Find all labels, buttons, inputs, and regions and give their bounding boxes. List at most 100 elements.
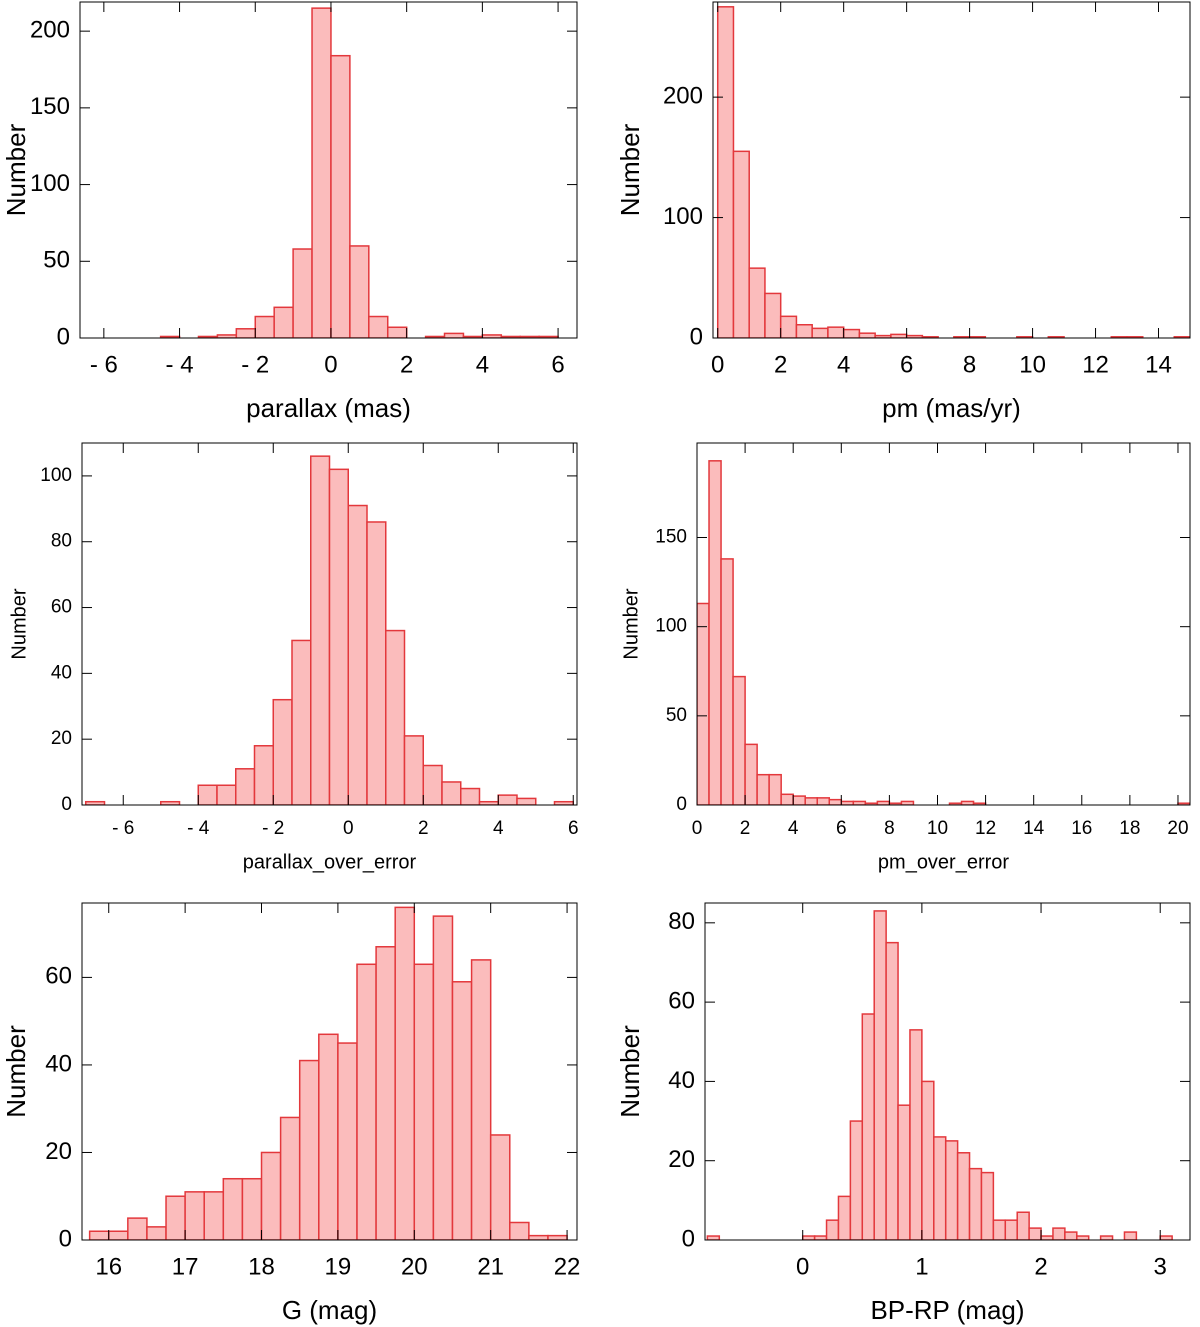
bar bbox=[768, 773, 782, 805]
bars bbox=[697, 460, 1190, 805]
bar bbox=[460, 787, 481, 805]
x-tick-label: 18 bbox=[248, 1253, 275, 1280]
x-tick-label: 6 bbox=[551, 351, 564, 378]
x-tick-label: 14 bbox=[1023, 818, 1045, 839]
bar bbox=[310, 455, 331, 805]
bar bbox=[1123, 1231, 1138, 1240]
bar bbox=[366, 521, 387, 805]
y-tick-label: 50 bbox=[43, 247, 70, 274]
x-tick-label: 2 bbox=[418, 818, 429, 839]
x-tick-label: - 2 bbox=[262, 818, 284, 839]
bar bbox=[921, 1080, 935, 1240]
y-tick-label: 60 bbox=[51, 597, 72, 618]
bar bbox=[780, 793, 794, 805]
y-tick-label: 60 bbox=[45, 963, 72, 990]
bar bbox=[980, 1171, 995, 1240]
y-tick-label: 40 bbox=[45, 1050, 72, 1077]
plot-frame bbox=[696, 442, 1191, 806]
x-tick-label: 17 bbox=[172, 1253, 199, 1280]
bar bbox=[184, 1191, 205, 1240]
x-tick-label: 2 bbox=[400, 351, 413, 378]
bar bbox=[706, 1235, 721, 1240]
x-tick-label: 4 bbox=[476, 351, 489, 378]
y-tick-label: 150 bbox=[655, 527, 687, 548]
plot-frame bbox=[81, 902, 578, 1241]
bar bbox=[944, 1140, 959, 1240]
y-tick-label: 80 bbox=[51, 531, 72, 552]
x-tick-label: 22 bbox=[554, 1253, 581, 1280]
x-tick-label: 20 bbox=[1167, 818, 1188, 839]
bar bbox=[1064, 1231, 1078, 1240]
bar bbox=[732, 675, 746, 805]
bar bbox=[272, 698, 293, 805]
bar bbox=[386, 326, 408, 338]
y-tick-label: 200 bbox=[663, 82, 703, 109]
bar bbox=[897, 1104, 911, 1240]
bar bbox=[385, 629, 406, 805]
bar bbox=[716, 6, 735, 338]
bar bbox=[311, 7, 332, 338]
bar bbox=[825, 1219, 840, 1240]
bar bbox=[873, 910, 887, 1240]
bar bbox=[813, 1235, 828, 1240]
panel: - 6- 4- 2 0 2 4 6020406080100parallax_over_e… bbox=[8, 442, 579, 873]
bar bbox=[330, 54, 351, 338]
x-axis-label: parallax_over_error bbox=[243, 851, 417, 873]
plot-frame bbox=[79, 1, 578, 339]
x-tick-label: - 6 bbox=[90, 351, 118, 378]
bar bbox=[235, 328, 257, 338]
bar bbox=[1159, 1235, 1173, 1240]
x-tick-label: 19 bbox=[325, 1253, 352, 1280]
x-tick-label: 0 bbox=[692, 818, 703, 839]
x-tick-label: 8 bbox=[963, 351, 976, 378]
bar bbox=[235, 768, 256, 805]
bar bbox=[422, 764, 443, 805]
panel: - 6 - 4 - 2 0 2 4 6 0 50 100 150 200 parallax (mas) N… bbox=[1, 1, 578, 423]
y-tick-label: 150 bbox=[30, 93, 70, 120]
x-tick-label: 2 bbox=[774, 351, 787, 378]
x-tick-label: 2 bbox=[1034, 1253, 1047, 1280]
x-tick-label: 1 bbox=[915, 1253, 928, 1280]
y-tick-label: 40 bbox=[668, 1067, 695, 1094]
x-tick-label: - 6 bbox=[112, 818, 134, 839]
bar bbox=[827, 326, 845, 338]
x-tick-label: - 4 bbox=[166, 351, 194, 378]
bar bbox=[291, 639, 312, 805]
bar bbox=[413, 963, 435, 1240]
bar bbox=[816, 797, 831, 805]
x-tick-label: 20 bbox=[401, 1253, 428, 1280]
bar bbox=[292, 248, 313, 338]
bar bbox=[968, 1167, 983, 1240]
bar bbox=[160, 800, 181, 805]
bar bbox=[368, 315, 389, 338]
bars bbox=[85, 455, 574, 805]
bar bbox=[744, 743, 758, 805]
y-tick-label: 0 bbox=[682, 1225, 695, 1252]
bar bbox=[347, 504, 368, 805]
bars bbox=[706, 910, 1173, 1240]
y-tick-label: 20 bbox=[45, 1138, 72, 1165]
y-tick-label: 0 bbox=[676, 794, 687, 815]
bar bbox=[890, 333, 908, 338]
bars bbox=[716, 6, 1190, 338]
panel: 0 1 2 3 0 20 40 60 80 BP-RP (mag) Number bbox=[615, 902, 1191, 1325]
plot-frame bbox=[704, 902, 1191, 1241]
bar bbox=[837, 1195, 852, 1240]
bar bbox=[443, 332, 465, 338]
y-tick-label: 50 bbox=[666, 705, 687, 726]
y-axis-label: Number bbox=[615, 123, 645, 216]
y-tick-label: 40 bbox=[51, 662, 72, 683]
bar bbox=[992, 1219, 1007, 1240]
x-axis-label: pm (mas/yr) bbox=[882, 393, 1021, 423]
y-tick-label: 0 bbox=[61, 794, 72, 815]
bar bbox=[451, 981, 473, 1240]
y-axis-label: Number bbox=[1, 123, 31, 216]
x-tick-label: - 4 bbox=[187, 818, 210, 839]
x-tick-label: 6 bbox=[900, 351, 913, 378]
y-tick-label: 20 bbox=[51, 728, 72, 749]
panel: 0 2 4 6 8 10 12 14 16 18 20 0 50 100 150 pm_over_error N… bbox=[620, 442, 1191, 873]
bar bbox=[497, 794, 518, 805]
x-tick-label: 6 bbox=[568, 818, 579, 839]
bar bbox=[849, 1120, 864, 1240]
